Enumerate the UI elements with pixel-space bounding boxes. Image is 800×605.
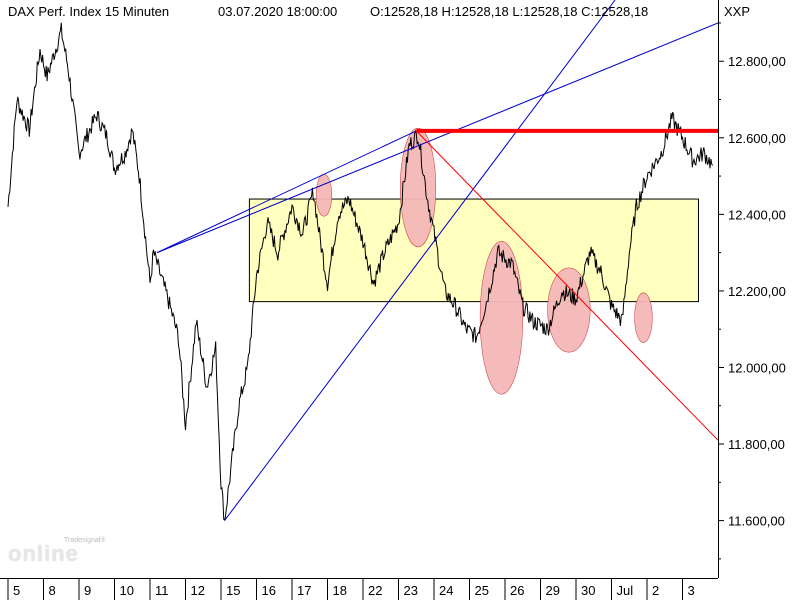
y-tick-label: 12.800,00 — [728, 54, 786, 69]
price-series — [7, 22, 714, 521]
y-tick-label: 11.800,00 — [728, 437, 785, 452]
ellipse-3 — [547, 267, 591, 353]
ellipse-1 — [399, 127, 437, 248]
trendline-2 — [156, 22, 718, 254]
x-tick-label: Jul — [617, 583, 634, 598]
x-tick-label: 8 — [49, 583, 56, 598]
x-tick-label: 30 — [581, 583, 595, 598]
tradesignal-online-logo: Tradesignal® online — [8, 537, 108, 567]
ellipse-2 — [479, 240, 524, 395]
y-tick-label: 12.200,00 — [728, 284, 786, 299]
x-tick-label: 29 — [546, 583, 560, 598]
y-tick-label: 12.400,00 — [728, 207, 786, 222]
x-tick-label: 2 — [652, 583, 659, 598]
ellipse-4 — [634, 292, 653, 343]
x-tick-label: 9 — [84, 583, 91, 598]
x-tick-label: 23 — [404, 583, 418, 598]
x-tick-label: 5 — [13, 583, 20, 598]
x-tick-label: 25 — [475, 583, 489, 598]
x-tick-label: 26 — [510, 583, 524, 598]
x-tick-label: 15 — [226, 583, 240, 598]
y-tick-label: 12.600,00 — [728, 131, 786, 146]
logo-wordmark: online — [8, 541, 79, 566]
x-tick-label: 16 — [262, 583, 276, 598]
x-tick-label: 24 — [439, 583, 453, 598]
trendline-1 — [224, 0, 616, 521]
chart-title: DAX Perf. Index 15 Minuten — [8, 4, 170, 19]
ellipse-0 — [315, 173, 333, 217]
trendline-0 — [156, 130, 417, 254]
x-tick-label: 18 — [333, 583, 347, 598]
x-tick-label: 3 — [688, 583, 695, 598]
x-tick-label: 22 — [368, 583, 382, 598]
chart-ohlc: O:12528,18 H:12528,18 L:12528,18 C:12528… — [370, 4, 649, 19]
trendline-3 — [415, 130, 718, 441]
x-tick-label: 10 — [120, 583, 134, 598]
y-tick-label: 12.000,00 — [728, 360, 786, 375]
x-tick-label: 11 — [155, 583, 169, 598]
logo-tagline: Tradesignal® — [64, 537, 106, 544]
chart-datetime: 03.07.2020 18:00:00 — [218, 4, 338, 19]
x-tick-label: 12 — [191, 583, 205, 598]
plot-area — [7, 0, 718, 521]
x-tick-label: 17 — [297, 583, 311, 598]
y-tick-label: 11.600,00 — [728, 514, 785, 529]
price-unit: XXP — [724, 4, 751, 19]
